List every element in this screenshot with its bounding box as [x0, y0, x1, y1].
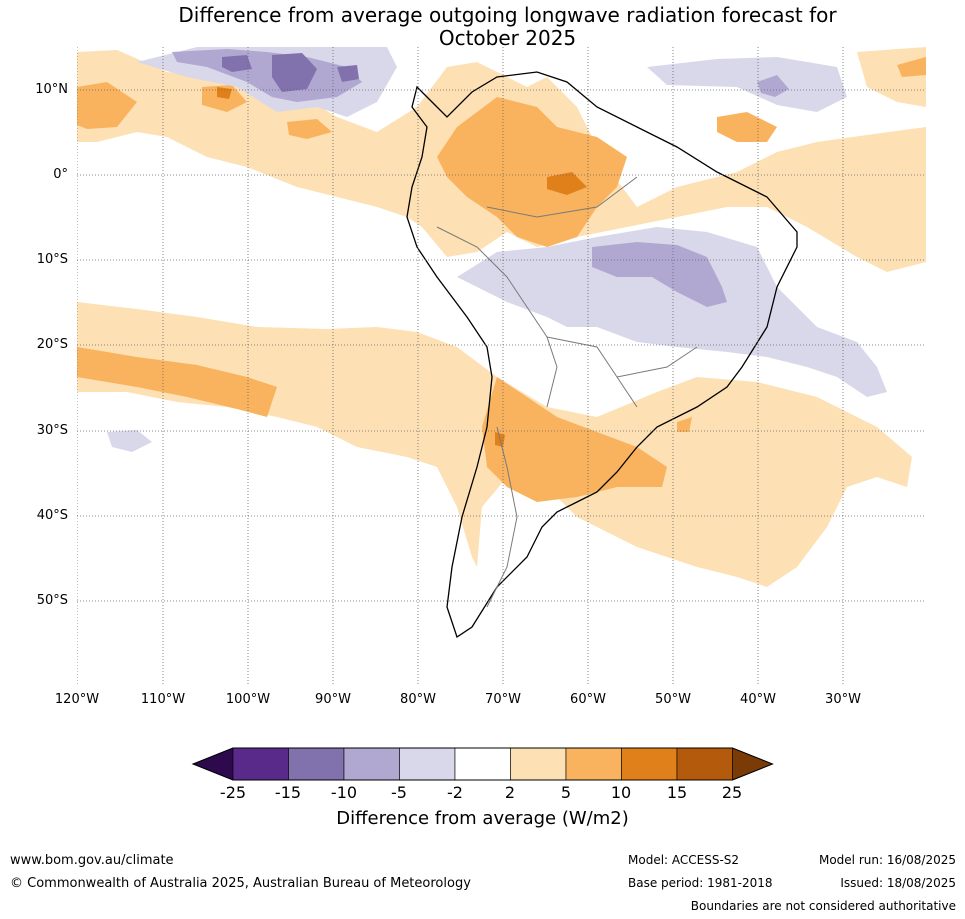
graticule: [77, 47, 926, 686]
colorbar-arrow-high: [732, 747, 774, 781]
colorbar-bin: [343, 747, 400, 781]
colorbar-arrow-low: [192, 747, 234, 781]
colorbar-bin: [621, 747, 678, 781]
colorbar-bin: [510, 747, 567, 781]
issued-date: Issued: 18/08/2025: [840, 876, 956, 890]
colorbar-tick: 25: [721, 783, 743, 802]
lon-label-50w: 50°W: [655, 692, 691, 707]
map-area: [77, 47, 926, 686]
colorbar-tick: -10: [330, 783, 358, 802]
lon-label-110w: 110°W: [140, 692, 186, 707]
map-title: Difference from average outgoing longwav…: [0, 4, 965, 50]
anomaly-medium-purple-regions: [172, 49, 789, 307]
lat-label-40s: 40°S: [36, 508, 68, 523]
colorbar-bin: [232, 747, 289, 781]
lon-label-90w: 90°W: [315, 692, 351, 707]
colorbar-bin: [288, 747, 345, 781]
colorbar-tick: -15: [274, 783, 302, 802]
model-run-date: Model run: 16/08/2025: [818, 853, 956, 867]
anomaly-map: [77, 47, 926, 686]
lat-label-10n: 10°N: [35, 82, 68, 97]
lon-label-80w: 80°W: [400, 692, 436, 707]
model-name: Model: ACCESS-S2: [628, 853, 740, 867]
colorbar-tick: 5: [560, 783, 572, 802]
country-boundaries: [436, 176, 698, 608]
legend-colorbar: [191, 747, 774, 781]
lat-label-20s: 20°S: [36, 337, 68, 352]
colorbar-bin: [454, 747, 511, 781]
colorbar-tick: 2: [504, 783, 516, 802]
south-america-coastline: [406, 71, 798, 639]
colorbar-tick: 10: [610, 783, 632, 802]
lon-label-60w: 60°W: [570, 692, 606, 707]
base-period: Base period: 1981-2018: [628, 876, 773, 890]
website-link[interactable]: www.bom.gov.au/climate: [10, 853, 174, 868]
lat-label-30s: 30°S: [36, 423, 68, 438]
lon-label-40w: 40°W: [740, 692, 776, 707]
lat-label-0: 0°: [53, 167, 68, 182]
colorbar-bin: [676, 747, 733, 781]
anomaly-dark-purple-regions: [222, 53, 359, 92]
colorbar-tick: -5: [391, 783, 407, 802]
colorbar-label: Difference from average (W/m2): [336, 808, 629, 829]
lon-label-100w: 100°W: [225, 692, 271, 707]
lon-label-30w: 30°W: [825, 692, 861, 707]
anomaly-medium-orange-regions: [77, 57, 926, 502]
title-line-1: Difference from average outgoing longwav…: [178, 3, 837, 27]
lon-label-120w: 120°W: [54, 692, 100, 707]
title-line-2: October 2025: [438, 26, 577, 50]
colorbar-bin: [565, 747, 622, 781]
colorbar-bin: [399, 747, 456, 781]
copyright-text: © Commonwealth of Australia 2025, Austra…: [10, 876, 471, 891]
lat-label-10s: 10°S: [36, 252, 68, 267]
colorbar-tick: -25: [219, 783, 247, 802]
colorbar-tick: -2: [447, 783, 463, 802]
colorbar-tick: 15: [666, 783, 688, 802]
lat-label-50s: 50°S: [36, 593, 68, 608]
disclaimer-text: Boundaries are not considered authoritat…: [690, 899, 956, 913]
lon-label-70w: 70°W: [485, 692, 521, 707]
